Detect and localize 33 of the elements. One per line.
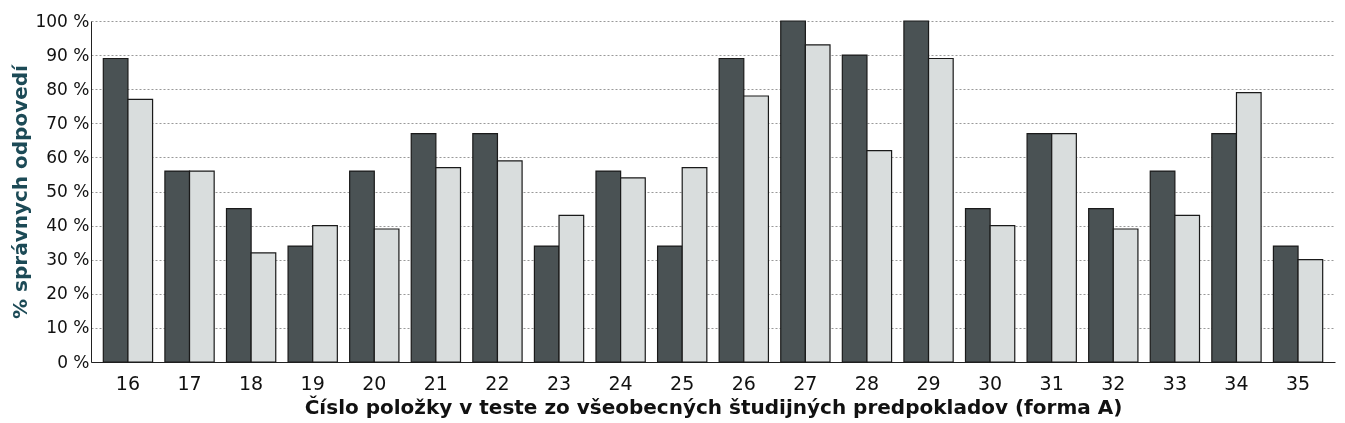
x-tick-label: 30 bbox=[978, 371, 1003, 394]
x-tick-label: 33 bbox=[1162, 371, 1187, 394]
x-tick-label: 19 bbox=[300, 371, 325, 394]
x-tick-label: 16 bbox=[115, 371, 141, 394]
x-tick-label: 17 bbox=[177, 371, 202, 394]
x-tick-label: 23 bbox=[546, 371, 572, 394]
y-tick-label: 80 % bbox=[46, 78, 90, 99]
x-tick-label: 20 bbox=[362, 371, 387, 394]
x-tick-label: 27 bbox=[793, 371, 818, 394]
y-tick-label: 10 % bbox=[46, 317, 90, 338]
x-tick-label: 31 bbox=[1039, 371, 1064, 394]
y-tick-label: 70 % bbox=[46, 112, 90, 133]
x-axis-title: Číslo položky v teste zo všeobecných študijných predpokladov (forma A) bbox=[304, 394, 1123, 419]
x-tick-label: 18 bbox=[239, 371, 264, 394]
x-tick-label: 34 bbox=[1224, 371, 1249, 394]
x-tick-label: 25 bbox=[670, 371, 695, 394]
x-tick-label: 28 bbox=[854, 371, 880, 394]
y-tick-label: 90 % bbox=[46, 44, 90, 65]
y-tick-label: 40 % bbox=[46, 215, 90, 236]
y-tick-label: 50 % bbox=[46, 181, 90, 201]
x-tick-label: 32 bbox=[1101, 371, 1126, 394]
x-tick-label: 24 bbox=[608, 371, 633, 394]
y-tick-label: 100 % bbox=[35, 10, 90, 31]
x-tick-label: 22 bbox=[485, 371, 510, 394]
y-tick-label: 0 % bbox=[57, 351, 90, 372]
y-tick-label: 30 % bbox=[46, 249, 90, 270]
x-tick-label: 29 bbox=[916, 371, 941, 394]
y-axis-title: % správnych odpovedí bbox=[8, 63, 33, 319]
y-tick-label: 20 % bbox=[46, 283, 90, 304]
x-tick-label: 26 bbox=[731, 371, 756, 394]
x-tick-label: 21 bbox=[423, 371, 448, 394]
x-tick-label: 35 bbox=[1285, 371, 1311, 394]
y-tick-label: 60 % bbox=[46, 146, 90, 167]
